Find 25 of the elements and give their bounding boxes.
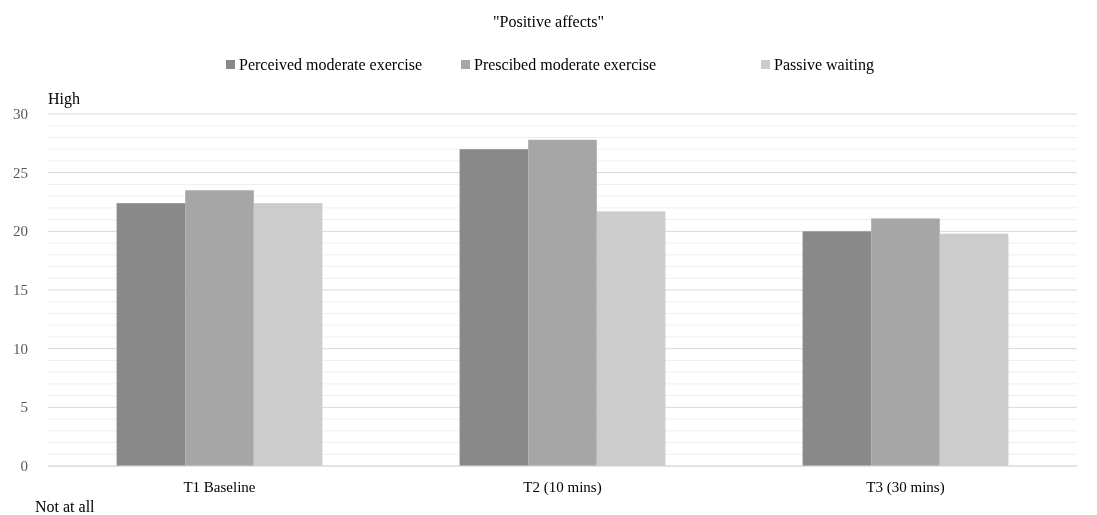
x-tick-label: T2 (10 mins) bbox=[523, 479, 602, 496]
bar bbox=[802, 231, 872, 466]
text: Not at all bbox=[35, 498, 96, 515]
y-tick-label: 25 bbox=[13, 164, 28, 181]
bar bbox=[253, 203, 323, 466]
x-tick-label: T3 (30 mins) bbox=[866, 479, 945, 496]
bar bbox=[596, 211, 666, 466]
y-tick-label: 10 bbox=[13, 340, 28, 357]
chart-title: "Positive affects" bbox=[493, 13, 604, 30]
legend-label: Perceived moderate exercise bbox=[239, 56, 423, 73]
bar bbox=[459, 149, 529, 466]
bar bbox=[871, 218, 940, 466]
bar bbox=[528, 139, 597, 466]
y-tick-label: 15 bbox=[13, 282, 28, 298]
y-tick-label: 30 bbox=[13, 106, 28, 122]
text: High bbox=[48, 90, 80, 108]
bar bbox=[939, 233, 1009, 466]
y-tick-label: 20 bbox=[13, 223, 28, 240]
x-tick-label: T1 Baseline bbox=[183, 479, 256, 495]
bar bbox=[185, 190, 254, 466]
bar bbox=[116, 203, 186, 466]
y-tick-label: 5 bbox=[20, 399, 28, 416]
legend-label: Passive waiting bbox=[774, 56, 874, 74]
legend-label: Prescibed moderate exercise bbox=[474, 56, 657, 73]
y-tick-label: 0 bbox=[20, 458, 28, 474]
